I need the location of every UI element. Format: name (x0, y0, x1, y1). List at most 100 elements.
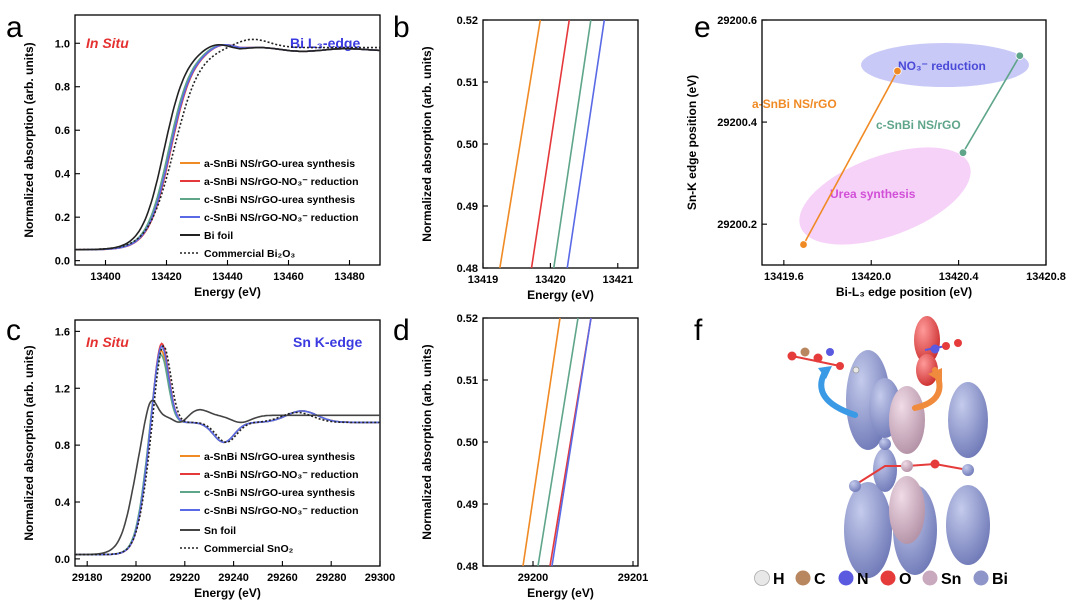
x-tick-label-c: 29300 (365, 572, 396, 584)
atom-label-bi: Bi (992, 571, 1008, 588)
panel-letter-e: e (694, 11, 711, 44)
x-tick-label-a: 13420 (151, 271, 182, 283)
legend-c-item-1: a-SnBi NS/rGO-urea synthesis (204, 451, 355, 463)
x-tick-label-c: 29180 (72, 572, 103, 584)
y-tick-label-a: 0.6 (55, 125, 70, 137)
annotation-no3-reduction: NO₃⁻ reduction (898, 59, 986, 73)
y-tick-label-a: 0.2 (55, 212, 70, 224)
legend-c-item-2: a-SnBi NS/rGO-NO₃⁻ reduction (204, 469, 359, 481)
y-axis-label-b: Normalized absorption (arb. units) (420, 46, 434, 241)
y-axis-label-d: Normalized absorption (arb. units) (420, 344, 434, 539)
y-tick-label-e: 29200.6 (717, 15, 757, 27)
y-tick-label-c: 1.2 (55, 383, 70, 395)
series-e-line-1 (802, 70, 899, 245)
insitu-label-a: In Situ (86, 35, 129, 51)
y-tick-label-c: 0.8 (55, 440, 70, 452)
x-tick-label-e: 13420.8 (1026, 271, 1066, 283)
legend-c-item-3: c-SnBi NS/rGO-urea synthesis (204, 487, 355, 499)
series-a-5 (75, 44, 380, 251)
x-tick-label-c: 29200 (121, 572, 152, 584)
legend-a-item-1: a-SnBi NS/rGO-urea synthesis (204, 158, 355, 170)
y-tick-label-e: 29200.4 (717, 117, 758, 129)
x-tick-label-c: 29220 (170, 572, 201, 584)
plot-frame-d (482, 317, 639, 567)
y-tick-label-d: 0.50 (457, 437, 478, 449)
y-tick-label-a: 1.0 (55, 38, 70, 50)
atom-dot-h (754, 570, 770, 586)
x-tick-label-b: 13420 (535, 274, 566, 286)
plot-frame-a (74, 14, 381, 266)
electron-transfer-arrow-blue (818, 369, 858, 418)
y-axis-label-a: Normalized absorption (arb. units) (22, 42, 36, 237)
bi-orbital-lobe (946, 485, 990, 565)
legend-a-item-4: c-SnBi NS/rGO-NO₃⁻ reduction (204, 212, 359, 224)
legend-c: a-SnBi NS/rGO-urea synthesis a-SnBi NS/r… (180, 451, 359, 555)
y-tick-label-b: 0.49 (457, 201, 478, 213)
x-tick-label-e: 13420.0 (851, 271, 891, 283)
y-tick-label-d: 0.49 (457, 499, 478, 511)
x-tick-label-d: 29201 (618, 572, 649, 584)
series-b-4 (566, 19, 606, 269)
x-axis-label-c: Energy (eV) (194, 586, 261, 600)
atoms-legend: H C N O Sn Bi (754, 570, 1008, 588)
orbital-schematic (787, 316, 990, 578)
no3-region-ellipse (861, 43, 1029, 87)
y-tick-label-b: 0.50 (457, 139, 478, 151)
legend-a: a-SnBi NS/rGO-urea synthesis a-SnBi NS/r… (180, 158, 359, 260)
y-tick-label-d: 0.48 (457, 561, 478, 573)
panel-letter-f: f (694, 314, 703, 347)
atom-label-n: N (857, 571, 869, 588)
atom-dot-sn (922, 570, 938, 586)
legend-a-item-6: Commercial Bi₂O₃ (204, 248, 295, 260)
charts-layer: 13400 13420 13440 13460 13480 0.0 0.2 0.4 0.6 0.8… (22, 14, 1066, 600)
series-c-5 (75, 399, 380, 556)
y-tick-label-d: 0.51 (457, 375, 478, 387)
y-tick-label-a: 0.4 (55, 169, 71, 181)
bi-orbital-lobe (844, 482, 892, 578)
y-tick-label-b: 0.48 (457, 263, 478, 275)
panel-letter-a: a (6, 11, 23, 44)
x-tick-label-a: 13440 (212, 271, 243, 283)
y-tick-label-a: 0.8 (55, 82, 70, 94)
atom-label-o: O (899, 571, 911, 588)
y-tick-label-b: 0.52 (457, 15, 478, 27)
series-e-line-2 (962, 55, 1021, 154)
atom-label-sn: Sn (941, 571, 961, 588)
x-tick-label-c: 29280 (316, 572, 347, 584)
series-e-point-1-2 (893, 66, 902, 76)
y-tick-label-e: 29200.2 (717, 219, 757, 231)
x-tick-label-c: 29260 (267, 572, 298, 584)
urea-region-ellipse (799, 147, 971, 245)
legend-c-item-4: c-SnBi NS/rGO-NO₃⁻ reduction (204, 505, 359, 517)
series-e-point-2-1 (958, 148, 968, 157)
annotation-a-snbi: a-SnBi NS/rGO (752, 97, 837, 111)
series-d-4 (551, 317, 592, 567)
bi-orbital-lobe (873, 448, 897, 492)
plot-frame-c (74, 319, 381, 567)
bi-orbital-lobe (948, 382, 988, 458)
atom-dot-n (838, 570, 854, 586)
atom-label-c: C (814, 571, 826, 588)
atom-dot-c (795, 570, 811, 586)
x-tick-label-e: 13419.6 (764, 271, 804, 283)
y-tick-label-b: 0.51 (457, 77, 478, 89)
y-axis-label-e: Sn-K edge position (eV) (685, 75, 699, 210)
series-d-2 (537, 317, 579, 567)
y-tick-label-c: 0.4 (55, 497, 71, 509)
series-e-point-1-1 (799, 240, 808, 249)
legend-c-item-5: Sn foil (204, 525, 236, 537)
annotation-urea-synthesis: Urea synthesis (830, 187, 916, 201)
o-orbital-lobe (916, 354, 938, 386)
x-tick-label-a: 13400 (90, 271, 121, 283)
x-tick-label-a: 13480 (334, 271, 365, 283)
annotation-c-snbi: c-SnBi NS/rGO (876, 118, 961, 132)
atom-dot-bi (973, 570, 989, 586)
sn-orbital-lobe (889, 386, 925, 454)
y-tick-label-a: 0.0 (55, 256, 70, 268)
panel-letter-d: d (393, 314, 410, 347)
series-e-point-2-2 (1015, 51, 1024, 60)
sn-orbital-lobe (889, 476, 925, 544)
legend-a-item-3: c-SnBi NS/rGO-urea synthesis (204, 194, 355, 206)
x-tick-label-e: 13420.4 (939, 271, 980, 283)
